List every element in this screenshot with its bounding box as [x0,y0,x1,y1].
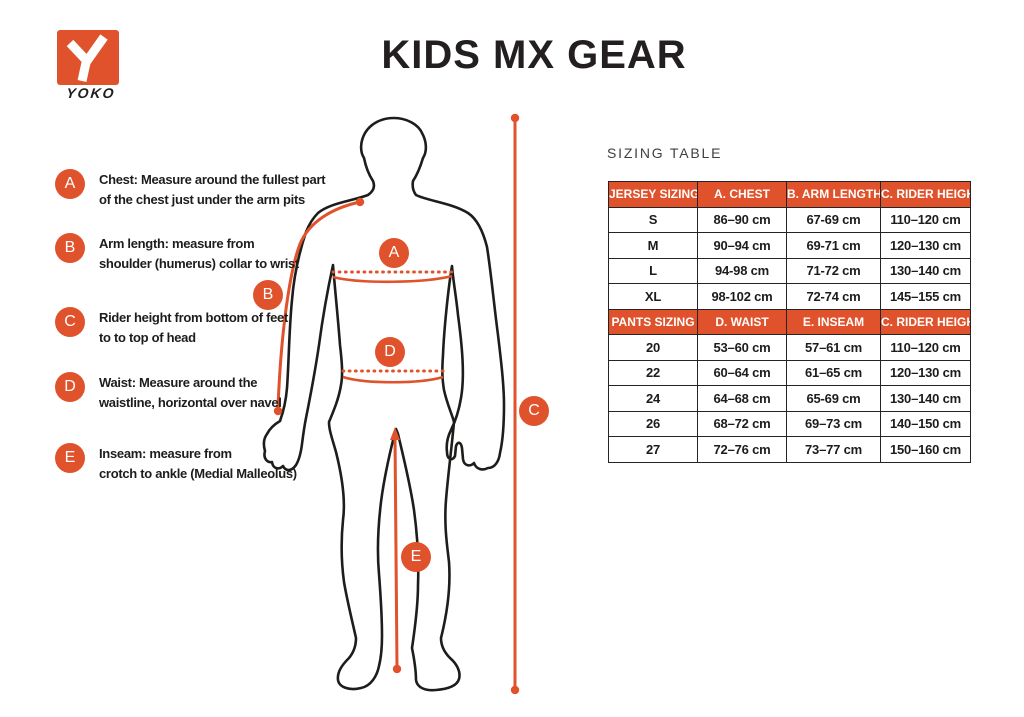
legend-badge-d: D [55,372,85,402]
table-cell: XL [608,283,698,310]
diagram-marker-e: E [401,542,431,572]
table-row: 22 60–64 cm 61–65 cm 120–130 cm [608,359,971,386]
table-row: 20 53–60 cm 57–61 cm 110–120 cm [608,334,971,361]
table-header-cell: A. CHEST [697,181,787,208]
table-header-row: JERSEY SIZING A. CHEST B. ARM LENGTH C. RID… [608,181,971,208]
table-cell: 145–155 cm [880,283,971,310]
table-cell: 24 [608,385,698,412]
inseam-measure-line [390,427,402,674]
legend-badge-e: E [55,443,85,473]
table-cell: 120–130 cm [880,232,971,259]
table-header-cell: E. INSEAM [786,308,881,335]
table-cell: 65-69 cm [786,385,881,412]
diagram-marker-a: A [379,238,409,268]
table-cell: 71-72 cm [786,257,881,284]
table-header-cell: PANTS SIZING [608,308,698,335]
table-cell: 53–60 cm [697,334,787,361]
table-cell: 130–140 cm [880,257,971,284]
table-cell: 64–68 cm [697,385,787,412]
legend-badge-a: A [55,169,85,199]
legend-item-inseam: E Inseam: measure from crotch to ankle (… [55,443,297,484]
table-cell: 69-71 cm [786,232,881,259]
table-cell: L [608,257,698,284]
table-cell: 61–65 cm [786,359,881,386]
legend-text-inseam: Inseam: measure from crotch to ankle (Me… [99,446,297,481]
table-row: 27 72–76 cm 73–77 cm 150–160 cm [608,436,971,463]
body-silhouette [262,116,506,692]
table-cell: 68–72 cm [697,410,787,437]
table-row: S 86–90 cm 67-69 cm 110–120 cm [608,206,971,233]
legend-text-chest: Chest: Measure around the fullest part o… [99,172,326,207]
sizing-table-body: JERSEY SIZING A. CHEST B. ARM LENGTH C. RID… [608,181,971,463]
height-measure-line [510,113,520,695]
table-cell: 90–94 cm [697,232,787,259]
table-header-cell: C. RIDER HEIGHT [880,181,971,208]
table-cell: 110–120 cm [880,334,971,361]
diagram-marker-b: B [253,280,283,310]
table-row: XL 98-102 cm 72-74 cm 145–155 cm [608,283,971,310]
table-cell: 57–61 cm [786,334,881,361]
yoko-logo: YOKO [57,30,137,101]
legend-text-rider-height: Rider height from bottom of feet to to t… [99,310,288,345]
table-cell: 60–64 cm [697,359,787,386]
table-row: 26 68–72 cm 69–73 cm 140–150 cm [608,410,971,437]
table-cell: M [608,232,698,259]
legend-text-waist: Waist: Measure around the waistline, hor… [99,375,282,410]
table-row: 24 64–68 cm 65-69 cm 130–140 cm [608,385,971,412]
table-cell: 140–150 cm [880,410,971,437]
legend-item-waist: D Waist: Measure around the waistline, h… [55,372,282,413]
table-cell: 20 [608,334,698,361]
table-cell: 67-69 cm [786,206,881,233]
table-header-cell: B. ARM LENGTH [786,181,881,208]
legend-item-arm-length: B Arm length: measure from shoulder (hum… [55,233,299,274]
table-row: L 94-98 cm 71-72 cm 130–140 cm [608,257,971,284]
table-cell: 86–90 cm [697,206,787,233]
waist-tape-line [341,369,445,384]
chest-tape-line [331,270,454,284]
table-cell: 110–120 cm [880,206,971,233]
table-cell: 22 [608,359,698,386]
arm-measure-line [273,197,365,416]
table-header-cell: C. RIDER HEIGHT [880,308,971,335]
yoko-logo-icon [57,30,119,85]
legend-item-chest: A Chest: Measure around the fullest part… [55,169,326,210]
table-cell: 150–160 cm [880,436,971,463]
table-header-cell: JERSEY SIZING [608,181,698,208]
table-cell: 72–76 cm [697,436,787,463]
page-title: KIDS MX GEAR [381,33,687,77]
table-row: M 90–94 cm 69-71 cm 120–130 cm [608,232,971,259]
table-cell: 72-74 cm [786,283,881,310]
sizing-table-heading: SIZING TABLE [607,145,723,161]
table-cell: 27 [608,436,698,463]
table-cell: 130–140 cm [880,385,971,412]
legend-item-rider-height: C Rider height from bottom of feet to to… [55,307,288,348]
legend-text-arm-length: Arm length: measure from shoulder (humer… [99,236,299,271]
table-cell: 73–77 cm [786,436,881,463]
sizing-table: JERSEY SIZING A. CHEST B. ARM LENGTH C. RID… [608,181,971,463]
table-cell: 69–73 cm [786,410,881,437]
table-cell: S [608,206,698,233]
legend-badge-c: C [55,307,85,337]
diagram-marker-c: C [519,396,549,426]
table-header-row: PANTS SIZING D. WAIST E. INSEAM C. RIDER HE… [608,308,971,335]
table-cell: 120–130 cm [880,359,971,386]
table-cell: 98-102 cm [697,283,787,310]
table-header-cell: D. WAIST [697,308,787,335]
table-cell: 94-98 cm [697,257,787,284]
table-cell: 26 [608,410,698,437]
diagram-marker-d: D [375,337,405,367]
legend-badge-b: B [55,233,85,263]
